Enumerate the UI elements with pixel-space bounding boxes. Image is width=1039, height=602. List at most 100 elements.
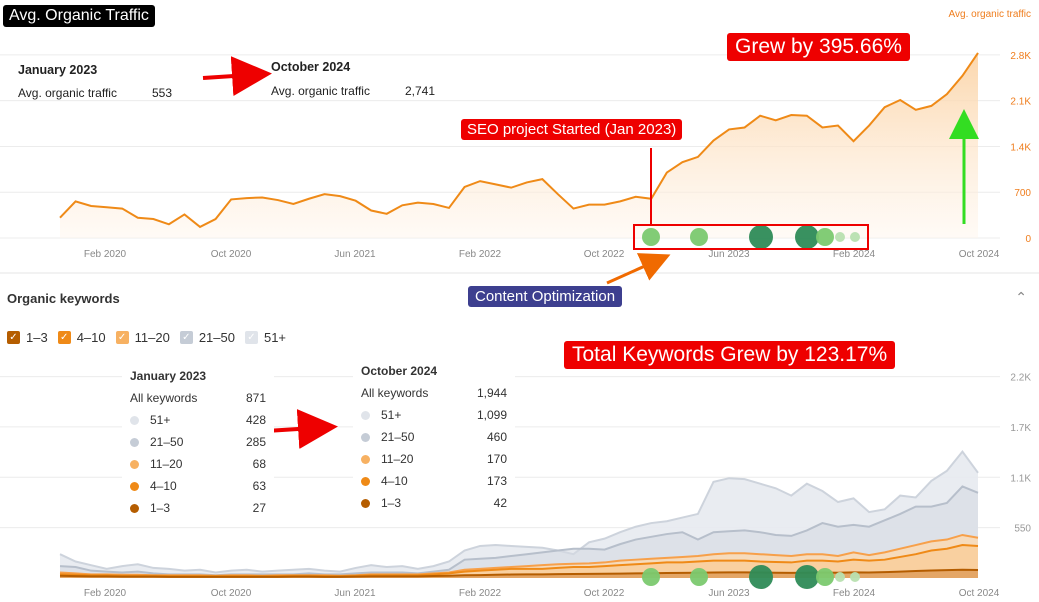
checkbox-icon[interactable]: ✓ bbox=[7, 331, 20, 344]
bucket-label: 11–20 bbox=[381, 452, 414, 466]
x-tick-label: Feb 2020 bbox=[84, 588, 127, 599]
bucket-value: 1,099 bbox=[476, 408, 507, 422]
bucket-label: 1–3 bbox=[381, 496, 402, 510]
organic-keywords-title: Organic keywords bbox=[7, 291, 120, 306]
event-marker bbox=[690, 228, 708, 246]
top-area-series bbox=[59, 52, 979, 238]
bucket-value: 63 bbox=[252, 479, 266, 493]
top-y-ticks: 0 700 1.4K 2.1K 2.8K bbox=[1010, 51, 1031, 245]
event-marker bbox=[795, 565, 819, 589]
keyword-bucket-row: 51+ 1,099 bbox=[361, 404, 507, 426]
x-tick-label: Feb 2024 bbox=[833, 249, 876, 260]
legend-item-1-3[interactable]: ✓ 1–3 bbox=[7, 330, 48, 345]
checkbox-icon[interactable]: ✓ bbox=[115, 331, 129, 344]
keyword-bucket-row: 1–3 27 bbox=[130, 497, 266, 519]
top-tooltip-oct-heading: October 2024 bbox=[271, 60, 351, 74]
bottom-tooltip-jan-heading: January 2023 bbox=[130, 369, 207, 383]
bottom-event-markers bbox=[642, 565, 860, 589]
event-marker bbox=[850, 572, 860, 582]
bucket-label: 21–50 bbox=[150, 435, 184, 449]
legend-label: 51+ bbox=[263, 330, 287, 345]
y-tick-label: 1.1K bbox=[1010, 473, 1031, 484]
x-tick-label: Oct 2022 bbox=[584, 588, 625, 599]
all-keywords-label: All keywords bbox=[361, 386, 429, 400]
bucket-label: 4–10 bbox=[150, 479, 177, 493]
x-tick-label: Jun 2023 bbox=[708, 249, 750, 260]
y-tick-label: 0 bbox=[1025, 234, 1031, 245]
top-tooltip-jan-value: 553 bbox=[151, 86, 172, 100]
keyword-bucket-row: 4–10 63 bbox=[130, 475, 266, 497]
keyword-bucket-row: 11–20 170 bbox=[361, 448, 507, 470]
top-series-label: Avg. organic traffic bbox=[948, 9, 1031, 20]
traffic-area-fill bbox=[60, 52, 978, 238]
x-tick-label: Oct 2022 bbox=[584, 249, 625, 260]
bucket-color-dot bbox=[361, 476, 370, 486]
x-tick-label: Oct 2024 bbox=[959, 588, 1000, 599]
keyword-bucket-row: 1–3 42 bbox=[361, 492, 507, 514]
traffic-line bbox=[59, 52, 979, 229]
x-tick-label: Feb 2022 bbox=[459, 588, 502, 599]
legend-item-21-50[interactable]: ✓ 21–50 bbox=[179, 330, 235, 345]
callout-content-optimization: Content Optimization bbox=[468, 286, 623, 307]
bottom-y-ticks: 550 1.1K 1.7K 2.2K bbox=[1010, 373, 1031, 535]
top-tooltip-oct-label: Avg. organic traffic bbox=[271, 84, 370, 98]
top-tooltip-oct: October 2024 Avg. organic traffic 2,741 bbox=[271, 60, 441, 98]
bucket-label: 51+ bbox=[150, 413, 171, 427]
y-tick-label: 1.7K bbox=[1010, 423, 1031, 434]
bucket-color-dot bbox=[130, 459, 139, 469]
x-tick-label: Oct 2020 bbox=[211, 588, 252, 599]
legend-item-11-20[interactable]: ✓ 11–20 bbox=[115, 330, 170, 345]
callout-seo-started: SEO project Started (Jan 2023) bbox=[461, 119, 683, 140]
bottom-area-series bbox=[59, 450, 979, 578]
bucket-color-dot bbox=[130, 481, 139, 491]
callout-keywords-growth: Total Keywords Grew by 123.17% bbox=[564, 341, 896, 369]
x-tick-label: Feb 2022 bbox=[459, 249, 502, 260]
event-marker bbox=[835, 232, 845, 242]
event-marker bbox=[795, 225, 819, 249]
x-tick-label: Jun 2021 bbox=[334, 249, 376, 260]
x-tick-label: Oct 2020 bbox=[211, 249, 252, 260]
collapse-chevron-icon[interactable]: ⌃ bbox=[1015, 289, 1027, 305]
event-marker bbox=[642, 228, 660, 246]
keywords-area-5 bbox=[60, 569, 978, 578]
bucket-label: 51+ bbox=[381, 408, 402, 422]
bucket-value: 285 bbox=[245, 435, 266, 449]
bucket-label: 4–10 bbox=[381, 474, 408, 488]
y-tick-label: 700 bbox=[1014, 188, 1031, 199]
legend-item-51-plus[interactable]: ✓ 51+ bbox=[244, 330, 287, 345]
red-arrow-bottom bbox=[265, 409, 338, 449]
keywords-legend: ✓ 1–3 ✓ 4–10 ✓ 11–20 ✓ 21–50 ✓ 51+ bbox=[7, 330, 286, 345]
top-tooltip-jan-heading: January 2023 bbox=[18, 63, 98, 77]
checkbox-icon[interactable]: ✓ bbox=[57, 331, 71, 344]
keyword-bucket-row: 11–20 68 bbox=[130, 453, 266, 475]
x-tick-label: Feb 2024 bbox=[833, 588, 876, 599]
bucket-color-dot bbox=[130, 415, 139, 425]
bucket-color-dot bbox=[361, 432, 370, 442]
legend-label: 4–10 bbox=[76, 330, 106, 345]
legend-label: 21–50 bbox=[198, 330, 235, 345]
legend-item-4-10[interactable]: ✓ 4–10 bbox=[57, 330, 106, 345]
all-keywords-value: 871 bbox=[245, 391, 266, 405]
bucket-label: 21–50 bbox=[381, 430, 415, 444]
bucket-value: 428 bbox=[245, 413, 266, 427]
checkbox-icon[interactable]: ✓ bbox=[244, 331, 258, 344]
bucket-value: 173 bbox=[486, 474, 507, 488]
callout-traffic-growth: Grew by 395.66% bbox=[727, 33, 910, 61]
bottom-tooltip-jan: January 2023 All keywords 871 51+ 428 21–5… bbox=[122, 363, 274, 521]
keywords-line-1 bbox=[59, 450, 979, 574]
top-tooltip-jan: January 2023 Avg. organic traffic 553 bbox=[18, 63, 178, 100]
y-tick-label: 2.8K bbox=[1010, 51, 1031, 62]
red-arrow-top bbox=[202, 56, 272, 97]
top-tooltip-jan-label: Avg. organic traffic bbox=[18, 86, 117, 100]
event-marker bbox=[816, 228, 834, 246]
bucket-value: 170 bbox=[486, 452, 507, 466]
event-marker bbox=[642, 568, 660, 586]
orange-arrow-content bbox=[606, 253, 671, 285]
bucket-color-dot bbox=[130, 437, 139, 447]
legend-label: 1–3 bbox=[26, 330, 48, 345]
checkbox-icon[interactable]: ✓ bbox=[179, 331, 193, 344]
keyword-bucket-row: 21–50 285 bbox=[130, 431, 266, 453]
bucket-value: 42 bbox=[493, 496, 507, 510]
bucket-value: 68 bbox=[252, 457, 266, 471]
keyword-bucket-row: 4–10 173 bbox=[361, 470, 507, 492]
